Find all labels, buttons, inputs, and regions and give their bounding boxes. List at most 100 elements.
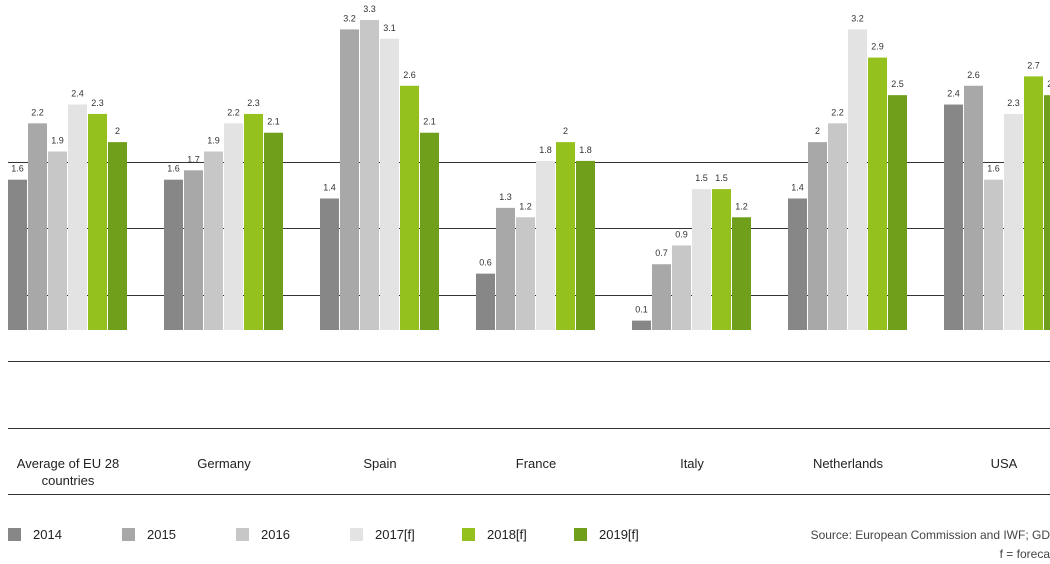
value-label: 1.9 [51,136,64,146]
legend-item: 2014 [8,527,62,542]
bar [712,189,731,330]
bar [692,189,711,330]
category-label: Netherlands [812,456,884,471]
bar [1044,95,1050,330]
bar [224,123,243,330]
value-label: 2.7 [1027,60,1040,70]
legend-item: 2015 [122,527,176,542]
value-label: 2.3 [1007,98,1020,108]
bar [576,160,595,330]
category-label: Spain [363,456,397,471]
bar [476,273,495,330]
value-label: 1.4 [791,182,804,192]
value-label: 2.9 [871,42,884,52]
category-label: Average of EU 28 countries [16,456,120,488]
value-label: 2 [115,126,120,136]
bar [888,95,907,330]
bar [264,132,283,330]
bar [164,179,183,330]
value-label: 2.3 [91,98,104,108]
value-label: 2.1 [423,117,436,127]
bar [28,123,47,330]
value-label: 1.2 [735,201,748,211]
bar [1024,76,1043,330]
value-label: 1.6 [987,164,1000,174]
legend-swatch [8,528,21,541]
value-label: 1.5 [695,173,708,183]
bar [360,20,379,330]
value-label: 3.2 [343,13,356,23]
legend-item: 2016 [236,527,290,542]
value-label: 1.4 [323,182,336,192]
legend-swatch [462,528,475,541]
category-label: France [515,456,557,471]
value-label: 2.4 [947,89,960,99]
value-label: 0.6 [479,258,492,268]
value-label: 1.7 [187,154,200,164]
legend-item: 2018[f] [462,527,527,542]
bar [652,264,671,330]
bar [340,29,359,330]
legend-label: 2014 [33,527,62,542]
bar [1004,113,1023,330]
legend-swatch [122,528,135,541]
legend-swatch [574,528,587,541]
legend-label: 2019[f] [599,527,639,542]
value-label: 0.1 [635,305,648,315]
bar [516,217,535,330]
value-label: 0.9 [675,229,688,239]
bar [828,123,847,330]
bar [88,113,107,330]
value-label: 1.8 [579,145,592,155]
bar [496,207,515,330]
category-label: Italy [680,456,704,471]
bar [732,217,751,330]
bar [672,245,691,330]
bar [944,104,963,330]
bar [420,132,439,330]
value-label: 1.5 [715,173,728,183]
bar [320,198,339,330]
value-label: 2.6 [967,70,980,80]
bar [632,320,651,330]
bar [48,151,67,330]
legend-item: 2019[f] [574,527,639,542]
value-label: 2.5 [891,79,904,89]
value-label: 1.2 [519,201,532,211]
value-label: 3.1 [383,23,396,33]
category-label: Germany [197,456,251,471]
legend-swatch [236,528,249,541]
bar [868,57,887,331]
category-label: USA [990,456,1018,471]
value-label: 2.2 [831,107,844,117]
bar [400,85,419,331]
bar [204,151,223,330]
legend-item: 2017[f] [350,527,415,542]
value-label: 2.2 [31,107,44,117]
value-label: 0.7 [655,248,668,258]
legend-label: 2018[f] [487,527,527,542]
value-label: 2 [563,126,568,136]
legend-label: 2017[f] [375,527,415,542]
note: f = foreca [999,547,1050,561]
legend-label: 2015 [147,527,176,542]
bar [848,29,867,330]
bar [244,113,263,330]
bar [536,160,555,330]
value-label: 2.4 [71,89,84,99]
bar [8,179,27,330]
bar [808,142,827,330]
value-label: 1.9 [207,136,220,146]
bar [68,104,87,330]
value-label: 1.6 [167,164,180,174]
value-label: 2.1 [267,117,280,127]
value-label: 3.3 [363,4,376,14]
bar [556,142,575,330]
bar [984,179,1003,330]
value-label: 1.6 [11,164,24,174]
bar [964,85,983,331]
value-label: 2.2 [227,107,240,117]
bar [108,142,127,330]
